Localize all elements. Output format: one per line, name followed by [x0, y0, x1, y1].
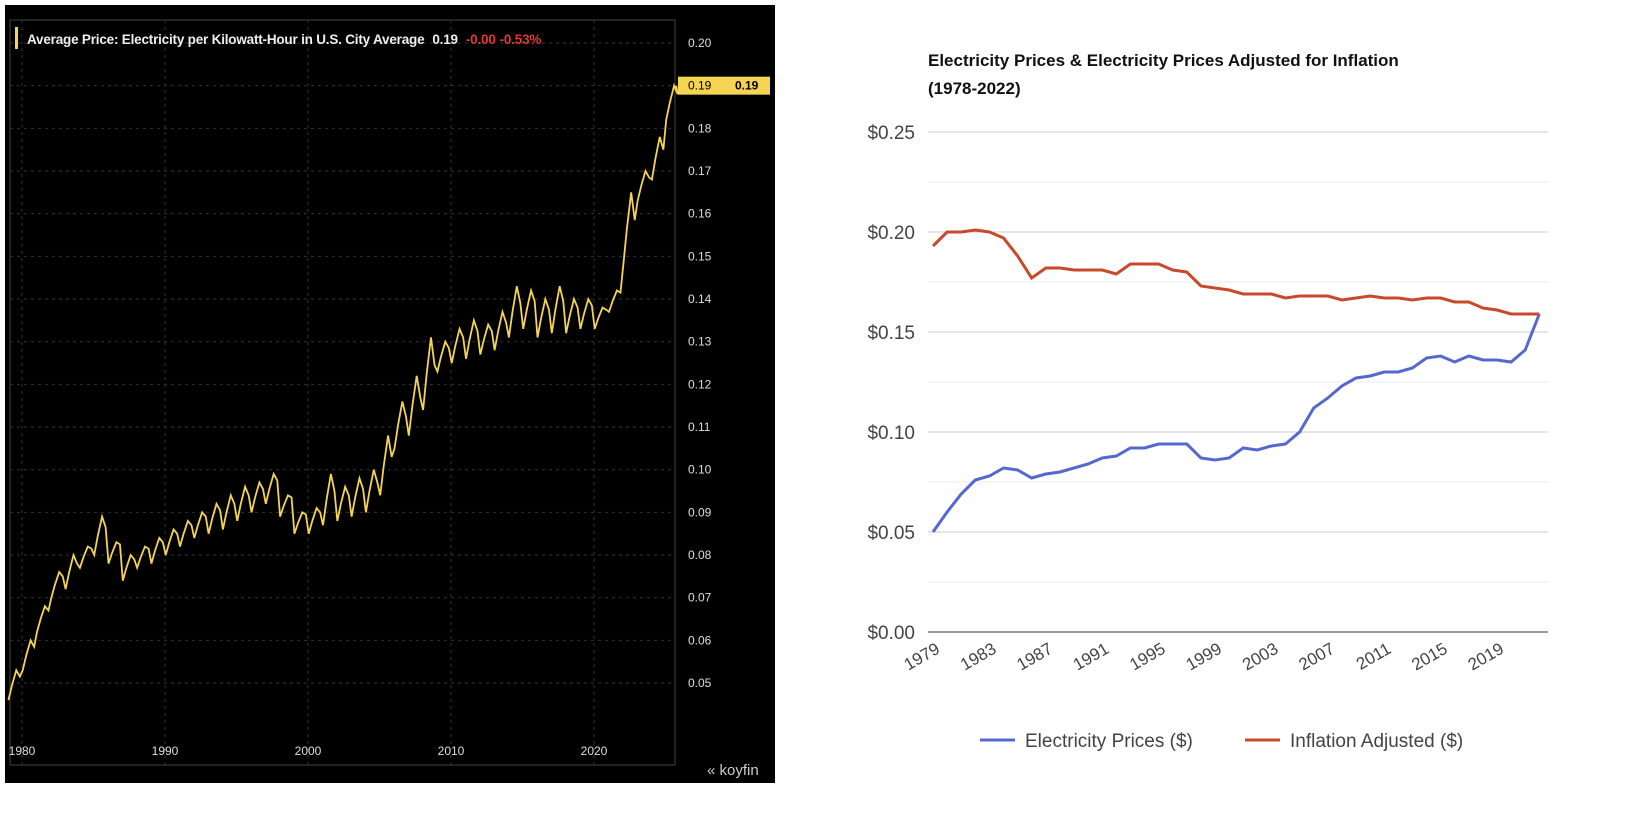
koyfin-chart: 0.05 0.06 0.07 0.08 0.09 0.10 0.11 0.12 0.13 0.14… — [7, 19, 770, 779]
y-tick-label: $0.25 — [867, 123, 915, 144]
x-tick-label: 1999 — [1183, 639, 1225, 674]
inflation-chart-panel: Electricity Prices & Electricity Prices … — [790, 0, 1645, 821]
x-tick-label: 2011 — [1353, 639, 1394, 674]
x-tick-label: 2000 — [295, 744, 322, 758]
y-tick-label: 0.07 — [688, 591, 712, 605]
y-tick-label: 0.13 — [688, 335, 712, 349]
legend-title: Average Price: Electricity per Kilowatt-… — [27, 32, 541, 47]
legend-swatch — [15, 27, 18, 49]
y-tick-label: 0.19 — [688, 79, 712, 93]
series-line-electricity-prices — [931, 313, 1541, 533]
x-tick-label: 1995 — [1126, 639, 1168, 674]
current-value-badge — [678, 76, 770, 95]
y-tick-label: 0.08 — [688, 548, 712, 562]
y-tick-label: $0.10 — [867, 423, 915, 444]
x-tick-label: 2010 — [438, 744, 465, 758]
chart-title: Electricity Prices & Electricity Prices … — [928, 51, 1399, 70]
x-tick-label: 2020 — [581, 744, 608, 758]
plot-frame — [9, 19, 676, 766]
y-tick-label: 0.20 — [688, 36, 712, 50]
y-tick-label: 0.15 — [688, 249, 712, 263]
x-tick-label: 1980 — [9, 744, 36, 758]
legend-last-value: 0.19 — [432, 32, 457, 47]
y-tick-label: 0.16 — [688, 207, 712, 221]
legend-label: Inflation Adjusted ($) — [1290, 731, 1463, 752]
koyfin-logo: « koyfin — [707, 762, 759, 779]
y-tick-label: 0.10 — [688, 463, 712, 477]
chart-subtitle: (1978-2022) — [928, 79, 1021, 98]
legend-title-text: Average Price: Electricity per Kilowatt-… — [27, 32, 425, 47]
series-line-inflation-adjusted — [931, 228, 1540, 316]
x-tick-label: 2003 — [1239, 639, 1281, 674]
y-tick-label: 0.11 — [688, 420, 711, 434]
x-tick-label: 2015 — [1408, 639, 1450, 674]
x-tick-label: 1991 — [1070, 639, 1112, 674]
y-tick-label: 0.06 — [688, 633, 712, 647]
x-tick-label: 1983 — [957, 639, 999, 674]
y-tick-label: $0.20 — [867, 223, 915, 244]
y-tick-label: 0.09 — [688, 505, 712, 519]
legend-change-pct: -0.53% — [500, 32, 542, 47]
legend-label: Electricity Prices ($) — [1025, 731, 1193, 752]
x-tick-label: 2007 — [1296, 639, 1338, 674]
legend-change: -0.00 — [466, 32, 496, 47]
x-tick-label: 1990 — [152, 744, 179, 758]
y-tick-label: 0.17 — [688, 164, 712, 178]
x-tick-label: 2019 — [1465, 639, 1507, 674]
inflation-chart: Electricity Prices & Electricity Prices … — [867, 51, 1548, 752]
y-tick-label: 0.14 — [688, 292, 712, 306]
y-tick-label: 0.05 — [688, 676, 712, 690]
koyfin-chart-panel: 0.05 0.06 0.07 0.08 0.09 0.10 0.11 0.12 0.13 0.14… — [5, 5, 775, 783]
x-tick-label: 1987 — [1014, 639, 1056, 674]
y-tick-label: 0.12 — [688, 377, 712, 391]
x-tick-label: 1979 — [901, 639, 943, 674]
current-value-badge-label: 0.19 — [735, 79, 759, 93]
y-tick-label: $0.00 — [867, 623, 915, 644]
y-tick-label: 0.18 — [688, 121, 712, 135]
y-tick-label: $0.05 — [867, 523, 915, 544]
price-series-line — [7, 82, 679, 701]
y-tick-label: $0.15 — [867, 323, 915, 344]
